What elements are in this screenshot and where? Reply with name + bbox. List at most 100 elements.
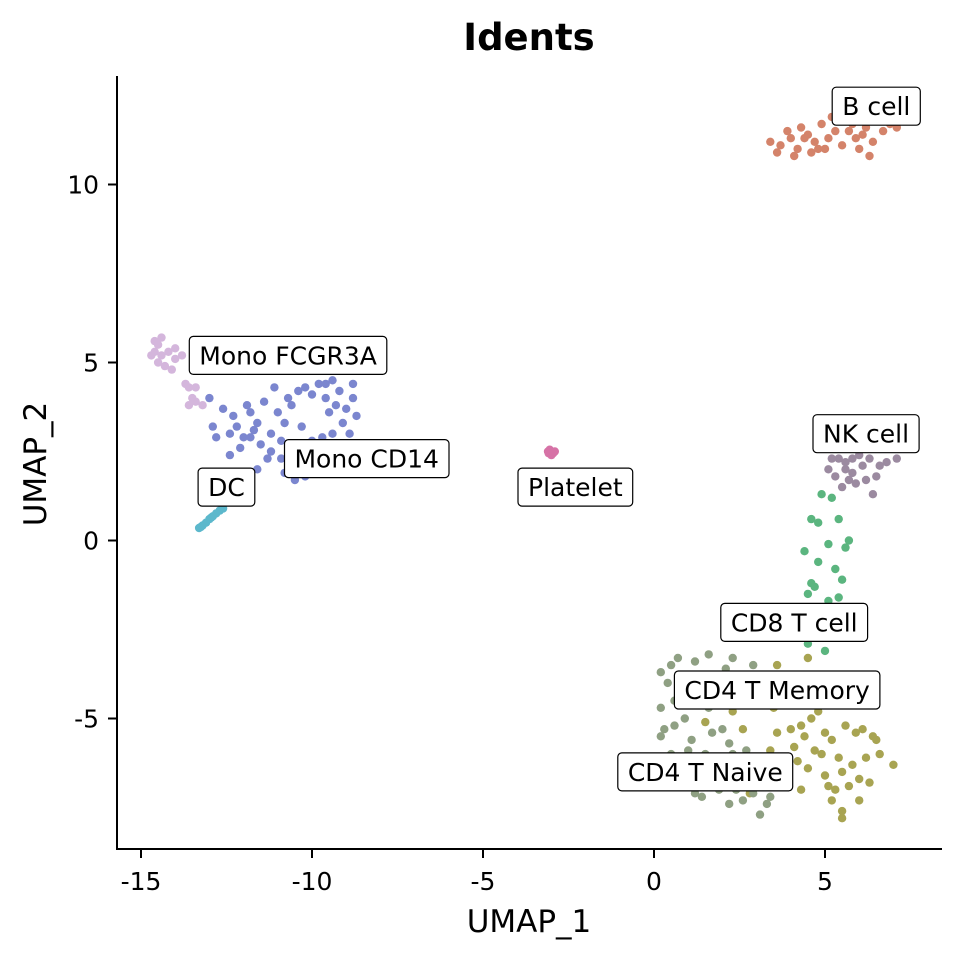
point-cd4-t-memory	[796, 721, 806, 730]
point-mono-cd14	[242, 401, 252, 410]
point-cd4-t-memory	[827, 796, 836, 805]
point-cd8-t-cell	[824, 539, 833, 549]
point-b-cell	[776, 141, 785, 150]
point-nk-cell	[827, 454, 836, 463]
point-b-cell	[824, 134, 833, 143]
point-b-cell	[855, 144, 864, 154]
point-cd4-t-memory	[820, 771, 830, 780]
cluster-label-text: DC	[208, 473, 245, 502]
point-cd4-t-naive	[718, 725, 727, 734]
point-cd8-t-cell	[820, 646, 830, 656]
point-cd4-t-naive	[663, 678, 672, 688]
point-cd4-t-naive	[738, 796, 748, 805]
cluster-label-box	[617, 752, 794, 792]
point-mono-cd14	[314, 379, 323, 389]
point-b-cell	[800, 134, 809, 143]
point-cd4-t-naive	[725, 739, 734, 748]
point-cd4-t-naive	[656, 732, 665, 741]
point-nk-cell	[868, 490, 878, 499]
point-mono-fcgr3a	[153, 340, 163, 349]
point-cd8-t-cell	[810, 582, 819, 591]
point-mono-cd14	[239, 433, 248, 442]
point-cd4-t-memory	[701, 717, 710, 727]
point-b-cell	[817, 119, 826, 129]
point-mono-cd14	[277, 454, 286, 463]
point-mono-cd14	[225, 429, 235, 438]
point-mono-fcgr3a	[157, 333, 166, 342]
point-cd4-t-naive	[656, 668, 665, 677]
point-mono-cd14	[328, 429, 337, 438]
point-cd4-t-memory	[837, 806, 847, 816]
series-cd8-t-cell	[800, 490, 854, 656]
point-cd4-t-naive	[666, 660, 676, 670]
cluster-label-platelet: Platelet	[517, 467, 634, 507]
cluster-label-box	[812, 414, 920, 454]
point-mono-cd14	[208, 422, 217, 431]
point-b-cell	[831, 126, 840, 136]
chart-title: Idents	[463, 16, 594, 59]
point-cd4-t-naive	[707, 728, 717, 737]
point-nk-cell	[848, 468, 857, 478]
cluster-label-text: NK cell	[823, 420, 909, 449]
point-nk-cell	[837, 482, 847, 492]
point-cd4-t-naive	[673, 653, 683, 663]
point-mono-cd14	[307, 390, 317, 399]
point-mono-cd14	[259, 397, 269, 406]
point-cd4-t-memory	[772, 660, 782, 670]
point-cd4-t-memory	[807, 714, 816, 723]
point-b-cell	[844, 126, 854, 136]
point-cd8-t-cell	[834, 593, 843, 602]
point-mono-cd14	[212, 433, 221, 442]
point-platelet	[544, 449, 553, 458]
point-cd4-t-naive	[690, 657, 700, 666]
point-mono-cd14	[321, 379, 330, 389]
point-b-cell	[865, 151, 874, 161]
cluster-label-b-cell: B cell	[831, 86, 921, 126]
point-cd4-t-memory	[865, 778, 874, 787]
point-cd4-t-naive	[656, 703, 665, 712]
point-mono-cd14	[277, 436, 286, 445]
point-cd4-t-memory	[820, 728, 830, 737]
point-cd4-t-memory	[848, 760, 857, 769]
point-mono-cd14	[246, 433, 255, 442]
point-mono-cd14	[324, 408, 334, 417]
point-cd8-t-cell	[844, 536, 854, 545]
point-mono-fcgr3a	[164, 347, 173, 356]
point-mono-cd14	[348, 393, 358, 403]
point-cd4-t-memory	[803, 764, 813, 773]
x-axis-title: UMAP_1	[467, 904, 592, 940]
cluster-labels-layer: B cell NK cell CD8 T cell CD4 T Memory CD4 T…	[188, 86, 921, 792]
point-mono-cd14	[348, 379, 358, 389]
point-b-cell	[772, 148, 782, 157]
cluster-label-mono-cd14: Mono CD14	[283, 439, 450, 479]
y-tick-label: 0	[83, 527, 99, 556]
point-cd4-t-naive	[670, 721, 679, 730]
point-mono-cd14	[331, 401, 341, 410]
series-platelet	[543, 445, 559, 460]
point-mono-cd14	[266, 447, 276, 456]
point-mono-cd14	[236, 443, 245, 453]
series-nk-cell	[824, 450, 901, 499]
point-b-cell	[786, 134, 795, 143]
point-mono-fcgr3a	[184, 401, 194, 410]
point-cd8-t-cell	[827, 493, 836, 502]
point-cd4-t-naive	[687, 735, 696, 745]
point-mono-fcgr3a	[157, 351, 166, 360]
point-b-cell	[790, 151, 799, 161]
point-mono-cd14	[287, 401, 296, 410]
point-cd4-t-memory	[851, 728, 860, 737]
point-cd4-t-memory	[793, 757, 802, 766]
cluster-label-box	[197, 467, 256, 507]
series-dc	[194, 504, 228, 533]
point-cd8-t-cell	[837, 575, 847, 584]
point-mono-fcgr3a	[167, 365, 176, 374]
cluster-label-dc: DC	[197, 467, 256, 507]
point-nk-cell	[875, 461, 884, 470]
series-mono-fcgr3a	[147, 333, 207, 410]
y-tick-label: 10	[67, 171, 99, 200]
cluster-label-cd4-t-memory: CD4 T Memory	[673, 670, 881, 710]
point-cd4-t-memory	[889, 760, 898, 769]
y-axis-title: UMAP_2	[18, 402, 54, 527]
